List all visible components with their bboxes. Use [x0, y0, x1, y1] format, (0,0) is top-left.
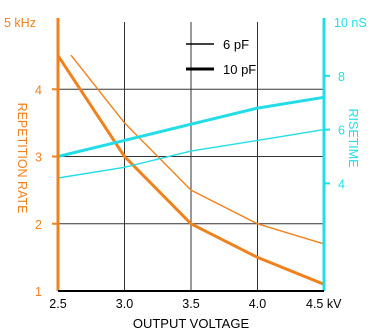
left-axis-label: REPETITION RATE: [15, 103, 29, 214]
x-tick-label: 4.0: [249, 297, 266, 311]
series-group: [56, 54, 326, 286]
x-tick-label: 3.5: [182, 297, 199, 311]
series-line-left-10pf: [56, 54, 326, 286]
grid: [58, 22, 324, 291]
right-tick-label: 10 nS: [334, 16, 367, 30]
left-tick-label: 5 kHz: [4, 16, 36, 30]
right-tick-label: 4: [338, 177, 345, 191]
left-tick-label: 1: [35, 285, 42, 299]
legend: 6 pF 10 pF: [186, 37, 256, 77]
right-axis-label: RISETIME: [346, 108, 360, 167]
x-tick-label: 3.0: [116, 297, 133, 311]
x-axis-label: OUTPUT VOLTAGE: [133, 316, 250, 331]
tick-labels: 1 2 3 4 5 kHz 4 6 8 10 nS 2.5 3.0 3.5 4.0 4.5 kV: [4, 16, 367, 311]
x-tick-label: 4.5 kV: [306, 297, 342, 311]
series-line-right-10pf: [56, 95, 326, 158]
series-line-right-6pf: [57, 128, 325, 179]
x-tick-label: 2.5: [49, 297, 66, 311]
axes: [52, 18, 330, 292]
legend-label-6pf: 6 pF: [223, 37, 249, 52]
right-tick-label: 6: [338, 124, 345, 138]
right-tick-label: 8: [338, 70, 345, 84]
left-tick-label: 3: [35, 151, 42, 165]
series-line-left-6pf: [70, 54, 325, 245]
legend-label-10pf: 10 pF: [223, 62, 256, 77]
left-tick-label: 4: [35, 83, 42, 97]
left-tick-label: 2: [35, 218, 42, 232]
